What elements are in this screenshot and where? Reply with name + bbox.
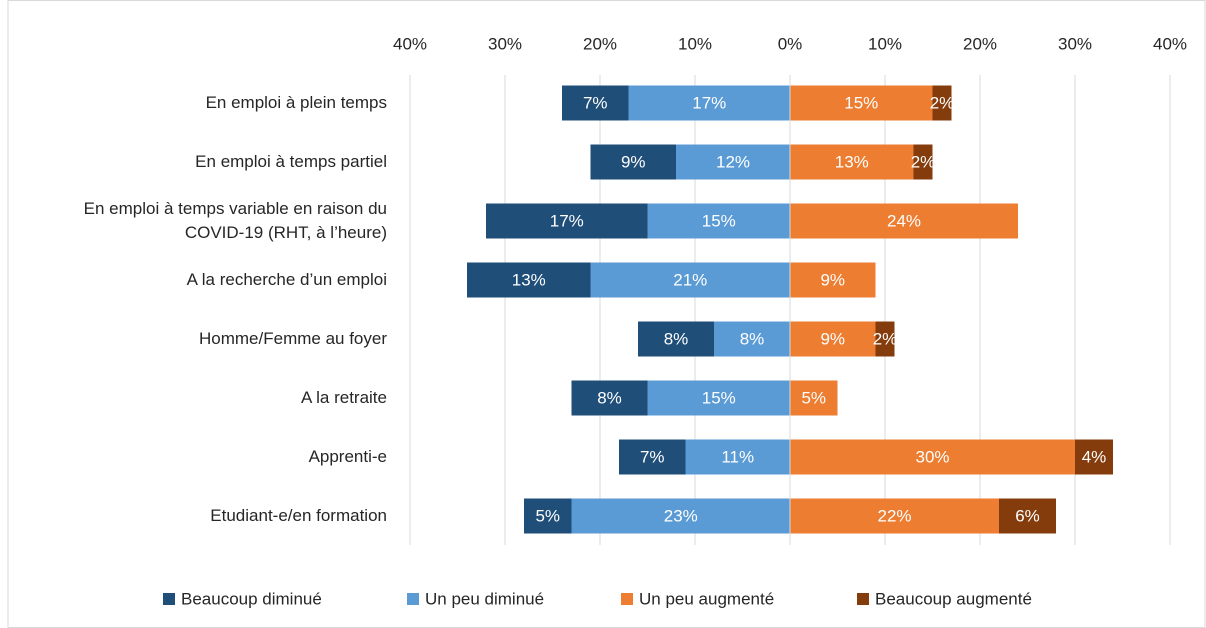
data-label: 21% <box>673 270 707 289</box>
legend-swatch <box>857 593 869 605</box>
bar-segment <box>790 439 1075 475</box>
data-label: 8% <box>740 329 765 348</box>
data-label: 17% <box>692 93 726 112</box>
data-label: 12% <box>716 152 750 171</box>
data-label: 30% <box>915 447 949 466</box>
bar-segment <box>676 144 790 180</box>
data-label: 15% <box>702 211 736 230</box>
bar-segment <box>562 85 629 121</box>
x-tick-label: 40% <box>393 34 427 53</box>
legend-label: Un peu augmenté <box>639 589 774 608</box>
data-label: 2% <box>873 329 898 348</box>
bar-segment <box>486 203 648 239</box>
category-label: A la retraite <box>301 388 387 407</box>
x-tick-label: 40% <box>1153 34 1187 53</box>
data-label: 11% <box>721 447 754 466</box>
legend-label: Beaucoup augmenté <box>875 589 1032 608</box>
bar-segment <box>875 321 895 357</box>
data-label: 23% <box>664 506 698 525</box>
bar-segment <box>913 144 933 180</box>
data-label: 4% <box>1082 447 1107 466</box>
bar-segment <box>619 439 686 475</box>
data-label: 9% <box>820 329 845 348</box>
bar-segment <box>638 321 714 357</box>
bar-segment <box>571 380 648 416</box>
legend-label: Un peu diminué <box>425 589 544 608</box>
data-label: 5% <box>801 388 826 407</box>
bar-segment <box>590 262 790 298</box>
bar-segment <box>647 380 790 416</box>
x-tick-label: 20% <box>963 34 997 53</box>
category-label: Etudiant-e/en formation <box>210 506 387 525</box>
bar-segment <box>790 498 999 534</box>
x-tick-label: 30% <box>488 34 522 53</box>
data-label: 15% <box>702 388 736 407</box>
category-label: A la recherche d’un emploi <box>186 270 387 289</box>
bar-segment <box>647 203 790 239</box>
bar-segment <box>790 262 876 298</box>
bar-segment <box>999 498 1056 534</box>
data-label: 17% <box>550 211 584 230</box>
x-tick-label: 10% <box>678 34 712 53</box>
category-label: En emploi à temps variable en raison du … <box>83 199 387 242</box>
data-label: 24% <box>887 211 921 230</box>
bar-segment <box>685 439 790 475</box>
bar-segment <box>571 498 790 534</box>
bar-segment <box>714 321 790 357</box>
x-tick-label: 20% <box>583 34 617 53</box>
bar-segment <box>467 262 591 298</box>
x-tick-label: 30% <box>1058 34 1092 53</box>
data-label: 22% <box>877 506 911 525</box>
data-label: 8% <box>664 329 689 348</box>
bar-segment <box>590 144 676 180</box>
legend-label: Beaucoup diminué <box>181 589 322 608</box>
data-label: 9% <box>621 152 646 171</box>
bar-segment <box>628 85 790 121</box>
bar-segment <box>790 144 914 180</box>
data-label: 2% <box>911 152 936 171</box>
data-label: 6% <box>1015 506 1040 525</box>
x-tick-label: 0% <box>778 34 803 53</box>
category-label: En emploi à plein temps <box>205 93 387 112</box>
data-label: 5% <box>535 506 560 525</box>
category-label: En emploi à temps partiel <box>195 152 387 171</box>
data-label: 9% <box>820 270 845 289</box>
data-label: 13% <box>835 152 869 171</box>
data-label: 8% <box>597 388 622 407</box>
bar-segment <box>790 380 838 416</box>
bar-segment <box>932 85 952 121</box>
bar-segment <box>1075 439 1113 475</box>
bar-segment <box>790 203 1018 239</box>
data-label: 7% <box>583 93 608 112</box>
category-label: Apprenti-e <box>308 447 387 466</box>
data-label: 7% <box>640 447 665 466</box>
data-label: 13% <box>512 270 546 289</box>
bar-segment <box>790 321 876 357</box>
legend-swatch <box>163 593 175 605</box>
data-label: 15% <box>844 93 878 112</box>
category-label: Homme/Femme au foyer <box>199 329 387 348</box>
bar-segment <box>524 498 572 534</box>
legend-swatch <box>621 593 633 605</box>
x-tick-label: 10% <box>868 34 902 53</box>
legend-swatch <box>407 593 419 605</box>
bar-segment <box>790 85 933 121</box>
data-label: 2% <box>930 93 955 112</box>
